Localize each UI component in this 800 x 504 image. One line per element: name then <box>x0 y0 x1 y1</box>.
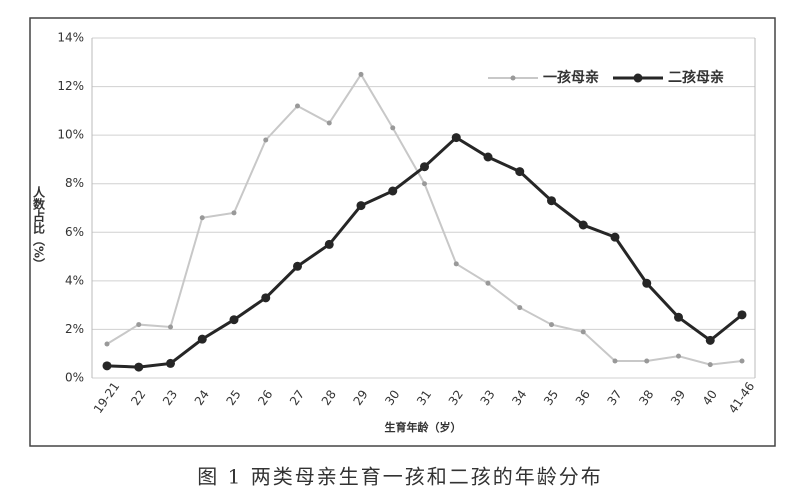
legend-marker <box>633 73 643 83</box>
data-point <box>136 322 142 328</box>
data-point <box>231 210 237 216</box>
data-point <box>644 358 650 364</box>
legend-label: 一孩母亲 <box>543 69 599 86</box>
data-point <box>104 341 110 347</box>
data-point <box>356 201 366 211</box>
data-point <box>422 181 427 187</box>
x-axis-label: 生育年龄（岁） <box>385 420 462 434</box>
data-point <box>453 261 459 267</box>
data-point <box>166 358 175 368</box>
legend-marker <box>510 75 516 81</box>
data-point <box>293 261 302 271</box>
data-point <box>326 120 332 126</box>
data-point <box>199 215 205 221</box>
data-point <box>737 310 747 320</box>
data-point <box>578 220 588 230</box>
data-point <box>580 329 586 335</box>
data-point <box>549 322 554 328</box>
data-point <box>547 196 556 206</box>
y-tick-label: 6% <box>65 225 84 239</box>
data-point <box>261 293 271 303</box>
data-point <box>295 103 300 109</box>
data-point <box>390 125 396 131</box>
data-point <box>420 162 429 172</box>
data-point <box>674 312 683 322</box>
data-point <box>739 358 745 364</box>
legend-label: 二孩母亲 <box>668 69 724 86</box>
data-point <box>642 278 652 288</box>
data-point <box>483 152 493 162</box>
data-point <box>705 335 715 345</box>
data-point <box>358 71 364 77</box>
data-point <box>610 232 620 242</box>
y-tick-label: 4% <box>65 273 84 287</box>
y-tick-label: 2% <box>65 322 84 336</box>
y-tick-label: 8% <box>65 176 84 190</box>
y-axis-label: 人数占比（%） <box>32 185 46 270</box>
data-point <box>451 133 461 143</box>
data-point <box>263 137 269 143</box>
data-point <box>485 280 491 286</box>
data-point <box>515 167 525 177</box>
data-point <box>707 362 713 368</box>
data-point <box>229 315 239 325</box>
y-tick-label: 10% <box>57 128 84 142</box>
y-tick-label: 12% <box>57 79 84 93</box>
y-tick-label: 14% <box>57 31 84 45</box>
data-point <box>134 362 144 372</box>
data-point <box>102 361 112 371</box>
data-point <box>388 186 398 196</box>
data-point <box>324 239 334 249</box>
data-point <box>517 305 523 311</box>
caption: 图 1 两类母亲生育一孩和二孩的年龄分布 <box>197 465 602 489</box>
data-point <box>197 334 207 344</box>
data-point <box>676 353 681 359</box>
y-tick-label: 0% <box>65 371 84 385</box>
data-point <box>612 358 618 364</box>
data-point <box>168 324 173 330</box>
